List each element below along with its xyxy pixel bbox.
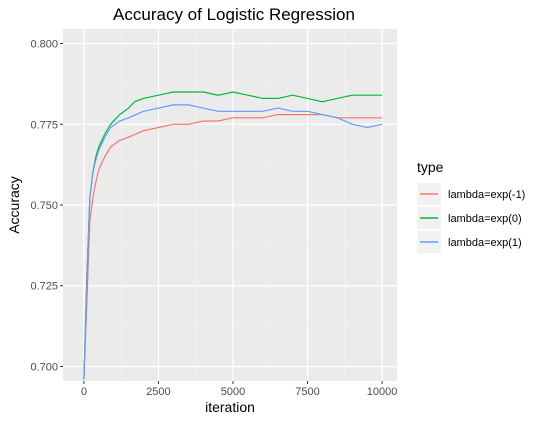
x-tick-label: 5000 (221, 386, 245, 398)
series-line-1 (83, 114, 383, 380)
x-tick-label: 0 (81, 386, 87, 398)
legend-label: lambda=exp(0) (448, 213, 522, 225)
grid-lines (63, 29, 397, 381)
y-tick-label: 0.725 (30, 281, 58, 293)
legend-label: lambda=exp(1) (448, 237, 522, 249)
x-axis-title: iteration (205, 399, 255, 415)
y-axis-title: Accuracy (6, 176, 22, 234)
y-tick-label: 0.750 (30, 200, 58, 212)
legend-title: type (417, 159, 444, 175)
y-tick-label: 0.800 (30, 39, 58, 51)
x-tick-label: 7500 (295, 386, 319, 398)
chart-title: Accuracy of Logistic Regression (113, 5, 355, 24)
y-tick-label: 0.775 (30, 119, 58, 131)
legend: type lambda=exp(-1) lambda=exp(0) lambda=e… (417, 159, 525, 253)
x-tick-label: 2500 (146, 386, 170, 398)
series-line-3 (83, 104, 383, 380)
x-tick-label: 10000 (367, 386, 398, 398)
series-line-2 (83, 91, 383, 380)
y-tick-label: 0.700 (30, 361, 58, 373)
series-lines (83, 91, 383, 380)
legend-label: lambda=exp(-1) (448, 189, 525, 201)
axis-ticks: 0 2500 5000 7500 10000 0.700 0.725 0.750 0.775 0.… (30, 39, 397, 398)
